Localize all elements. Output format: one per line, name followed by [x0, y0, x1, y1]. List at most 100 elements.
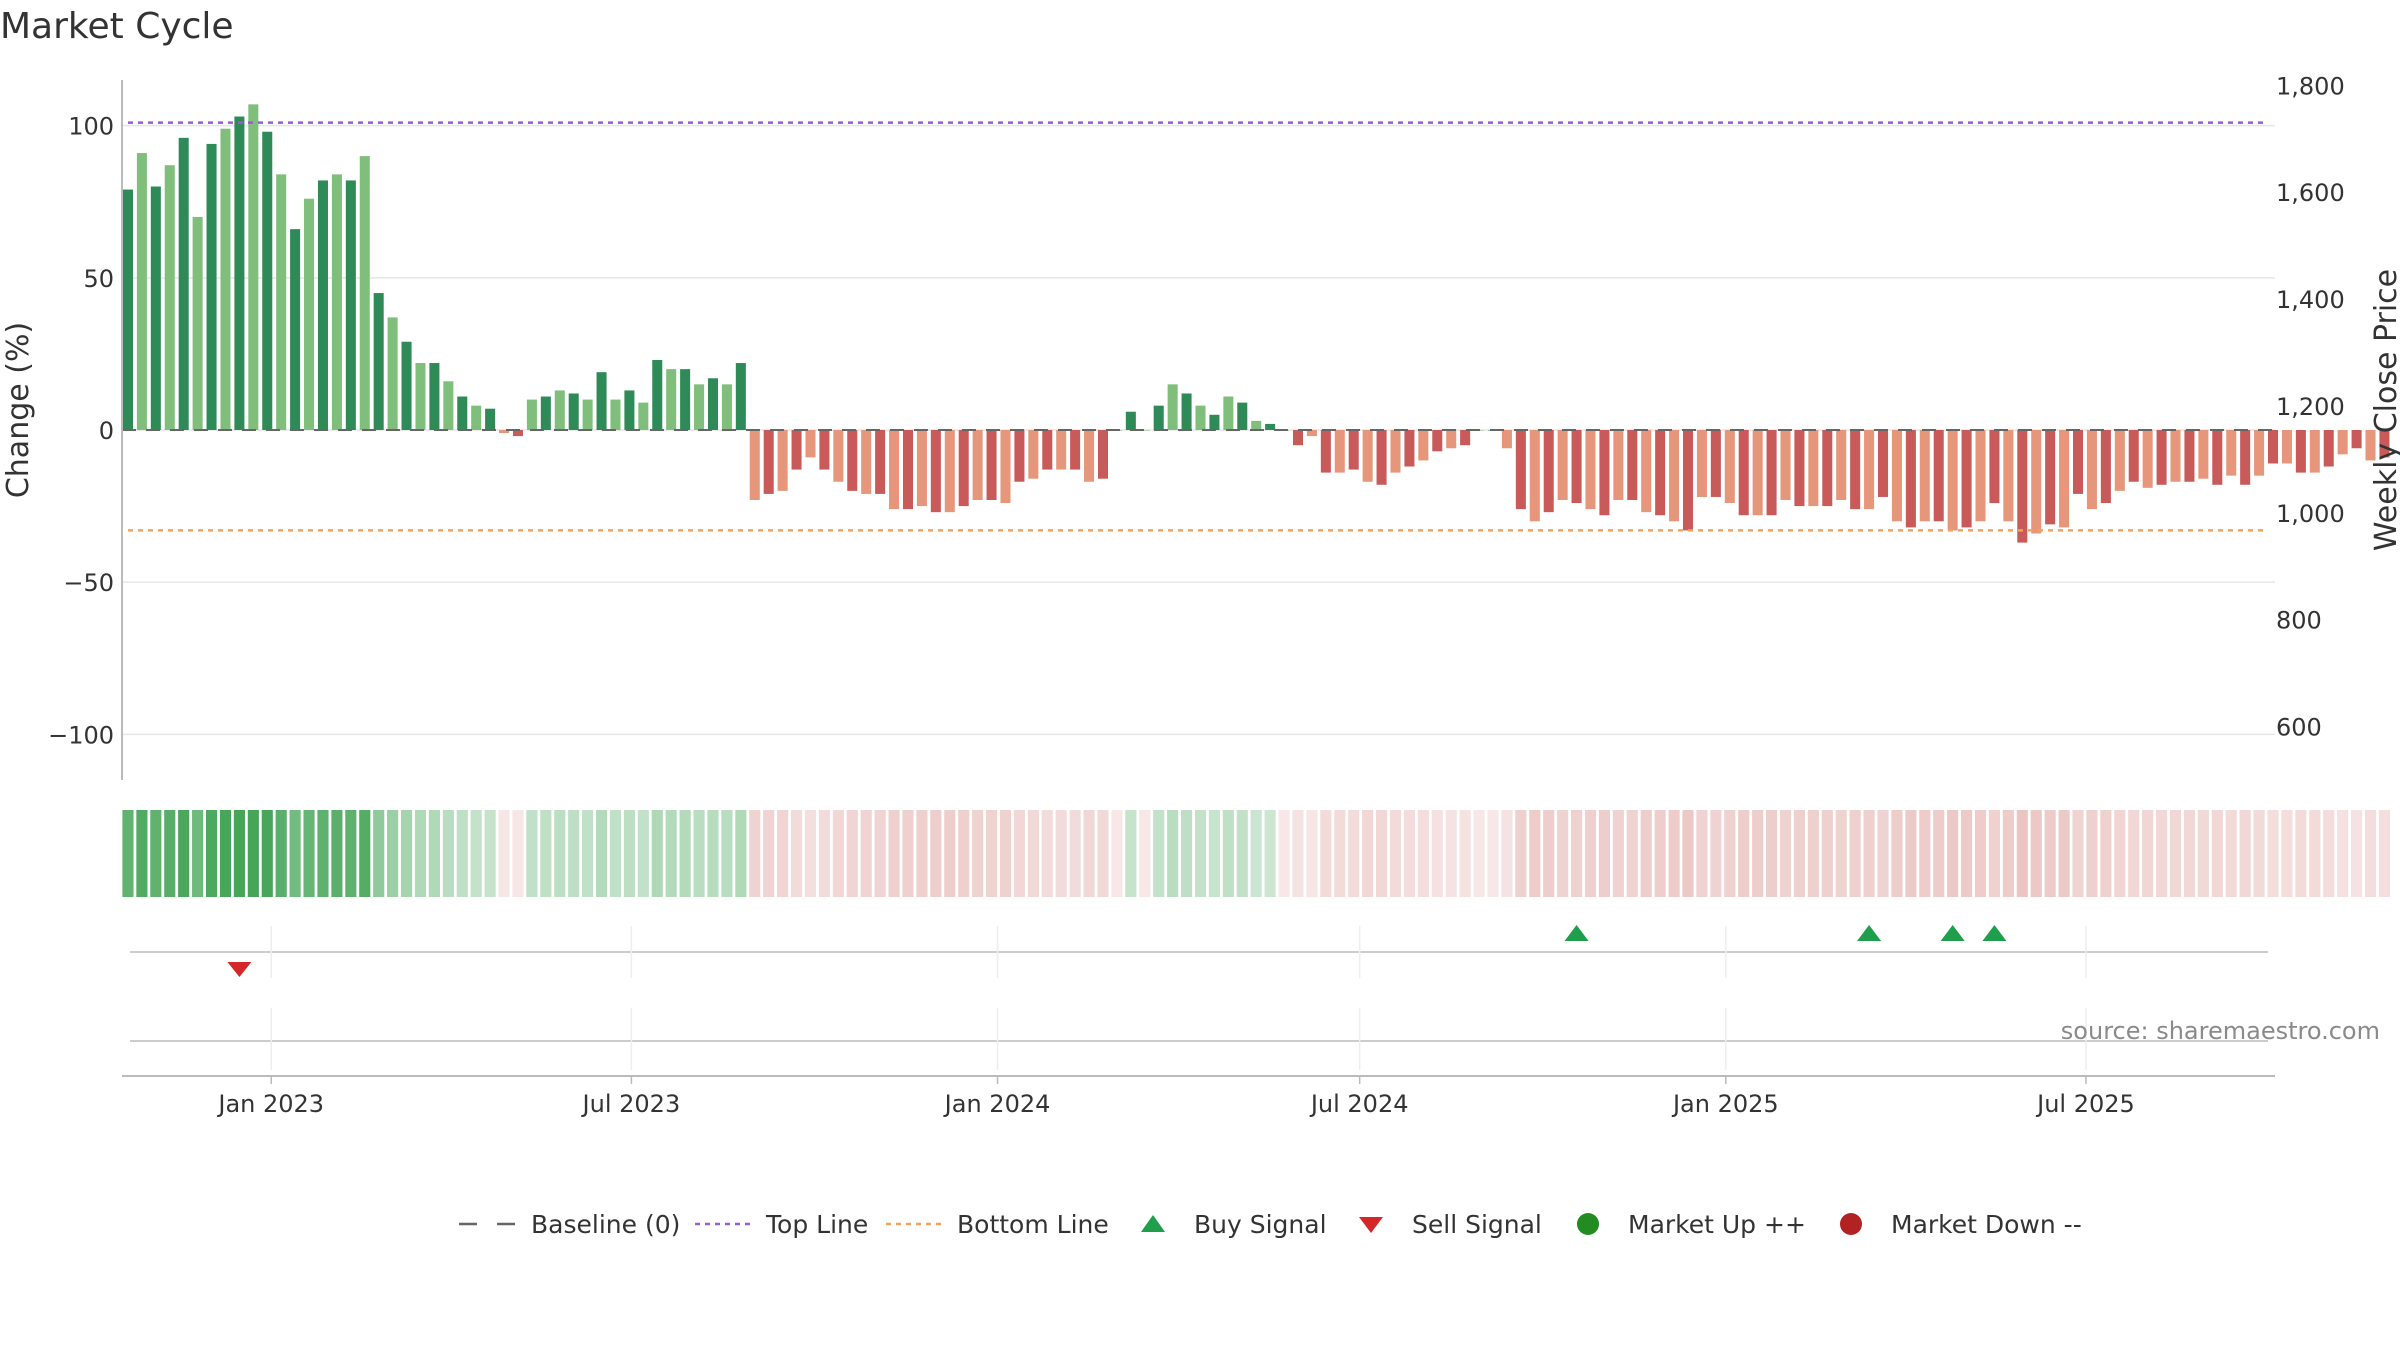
heat-cell	[2114, 810, 2126, 897]
heat-cell	[2030, 810, 2042, 897]
change-bar	[958, 430, 969, 507]
heat-cell	[568, 810, 580, 897]
change-bar	[1028, 430, 1039, 479]
heat-cell	[484, 810, 496, 897]
heat-cell	[944, 810, 956, 897]
change-bar	[1237, 402, 1248, 430]
heat-cell	[1710, 810, 1722, 897]
heat-cell	[1069, 810, 1081, 897]
change-bar	[1613, 430, 1624, 500]
heat-cell	[2364, 810, 2377, 897]
y2-tick-label: 1,000	[2276, 500, 2345, 528]
heat-cell	[1459, 810, 1471, 897]
heat-cell	[2239, 810, 2251, 897]
heat-cell	[247, 810, 259, 897]
change-bar	[1014, 430, 1025, 482]
change-bar	[1000, 430, 1011, 504]
legend-label: Baseline (0)	[531, 1210, 680, 1239]
x-tick-label: Jul 2023	[581, 1090, 681, 1118]
change-bar	[2100, 430, 2111, 504]
legend: Baseline (0) Top Line Bottom Line Buy Signa…	[459, 1210, 2082, 1239]
heat-cell	[2197, 810, 2209, 897]
heat-cell	[1849, 810, 1861, 897]
heat-cell	[1222, 810, 1234, 897]
heat-cell	[1292, 810, 1304, 897]
heat-cell	[1724, 810, 1736, 897]
heat-cell	[554, 810, 566, 897]
change-bar	[262, 131, 273, 431]
change-bar	[206, 143, 217, 430]
heat-cell	[1543, 810, 1555, 897]
change-bar	[1251, 420, 1262, 430]
change-bar	[2114, 430, 2125, 491]
change-bar	[304, 198, 315, 430]
heat-cell	[916, 810, 928, 897]
change-bar	[694, 384, 705, 430]
y-tick-label: 50	[83, 265, 114, 293]
y-tick-label: 100	[68, 113, 114, 141]
heat-cell	[136, 810, 148, 897]
heat-cell	[804, 810, 817, 897]
change-bar	[122, 189, 133, 430]
change-bar	[666, 369, 677, 430]
change-bar	[2059, 430, 2070, 528]
change-bar	[1641, 430, 1652, 513]
heat-cell	[2086, 810, 2098, 897]
change-bar	[1557, 430, 1568, 500]
change-bar	[220, 128, 231, 430]
heat-cell	[972, 810, 984, 897]
heat-cell	[1933, 810, 1945, 897]
heat-cell	[1180, 810, 1193, 897]
heat-cell	[1236, 810, 1248, 897]
legend-market-down-icon	[1840, 1213, 1862, 1235]
buy-signal-marker	[1982, 925, 2007, 941]
legend-label: Market Down --	[1891, 1210, 2082, 1239]
change-bar	[359, 156, 370, 430]
change-bar	[234, 116, 245, 431]
change-bar	[1223, 396, 1234, 430]
change-bar	[150, 186, 161, 430]
change-bar	[889, 430, 900, 510]
heat-cell	[526, 810, 538, 897]
y2-tick-label: 800	[2276, 607, 2322, 635]
change-bar	[1766, 430, 1777, 516]
heat-cell	[1821, 810, 1833, 897]
change-bar	[1056, 430, 1067, 470]
heat-cell	[1961, 810, 1973, 897]
change-bar	[610, 399, 621, 430]
change-bar	[1404, 430, 1415, 467]
heat-cell	[693, 810, 705, 897]
change-bar	[2045, 430, 2056, 525]
change-bar	[1265, 423, 1276, 430]
heat-cell	[1320, 810, 1332, 897]
change-bar	[1571, 430, 1582, 504]
heat-cell	[456, 810, 468, 897]
change-bar	[1850, 430, 1861, 510]
heat-cell	[985, 810, 998, 897]
heat-cell	[1682, 810, 1694, 897]
change-bar	[499, 430, 510, 434]
heat-cell	[2295, 810, 2307, 897]
signal-panel	[130, 925, 2268, 978]
change-bar	[429, 363, 440, 430]
heat-cell	[930, 810, 942, 897]
heat-cell	[1515, 810, 1527, 897]
change-bar	[1529, 430, 1540, 522]
heat-cell	[1640, 810, 1652, 897]
change-bar	[1306, 430, 1317, 437]
change-bar	[1446, 430, 1457, 449]
heat-cell	[2378, 810, 2391, 897]
change-bar	[2198, 430, 2209, 479]
heat-cell	[777, 810, 789, 897]
heat-cell	[609, 810, 622, 897]
heat-cell	[387, 810, 399, 897]
heat-cell	[1153, 810, 1165, 897]
change-bar	[652, 360, 663, 430]
change-bar	[2184, 430, 2195, 482]
heat-cell	[1375, 810, 1388, 897]
change-bar	[1669, 430, 1680, 522]
market-marker-panel	[130, 1008, 2268, 1070]
change-bar	[2156, 430, 2167, 485]
change-bar	[2212, 430, 2223, 485]
